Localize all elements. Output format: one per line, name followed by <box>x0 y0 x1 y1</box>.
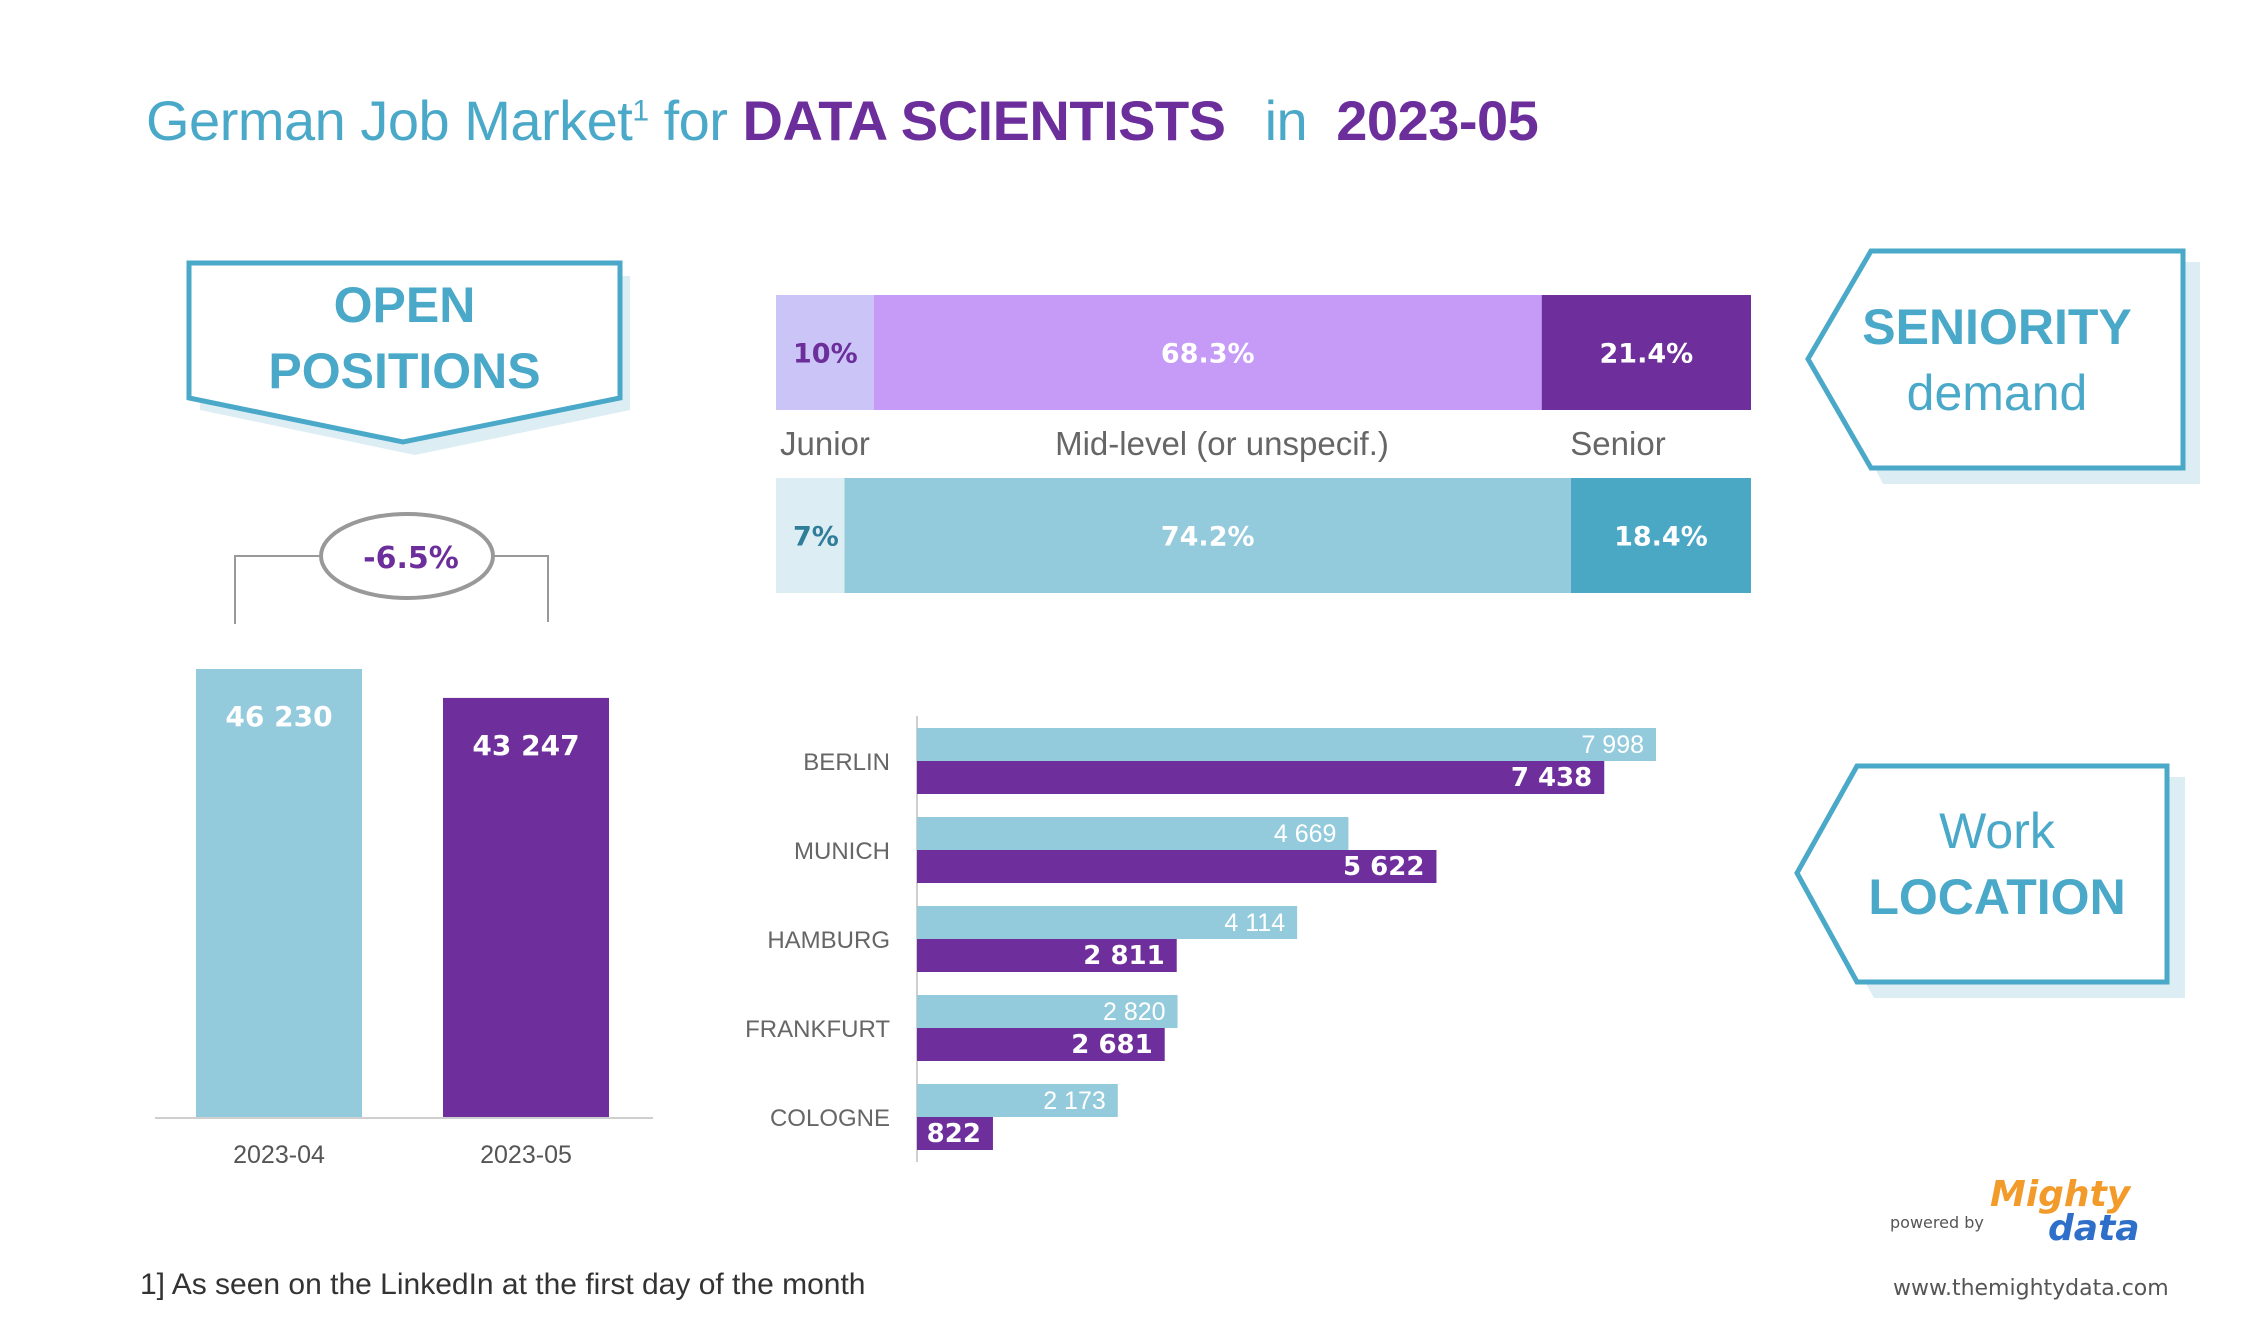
seniority-segment-0-1 <box>873 295 1542 410</box>
seniority-shape <box>1805 248 2186 471</box>
location-value-label: 4 669 <box>1274 820 1337 848</box>
location-bar-0 <box>917 995 1178 1028</box>
location-value-label: 7 998 <box>1581 731 1644 759</box>
title-connector: for <box>663 89 728 152</box>
page-title: German Job Market1 for DATA SCIENTISTS i… <box>146 88 1539 153</box>
location-city-label: HAMBURG <box>767 927 890 954</box>
location-line2: LOCATION <box>1868 869 2126 925</box>
location-value-label: 5 622 <box>1343 852 1424 882</box>
seniority-category-label: Senior <box>1570 425 1665 462</box>
seniority-category-label: Junior <box>780 425 870 462</box>
title-prefix: German Job Market <box>146 89 633 152</box>
footnote: 1] As seen on the LinkedIn at the first … <box>140 1268 866 1301</box>
seniority-callout: SENIORITY demand <box>1838 294 2156 426</box>
location-city-label: FRANKFURT <box>745 1016 890 1043</box>
location-value-label: 2 820 <box>1103 998 1166 1026</box>
seniority-segment-1-0 <box>776 478 845 593</box>
open-positions-line1: OPEN <box>333 277 476 333</box>
location-bar-0 <box>917 1084 1118 1117</box>
location-value-label: 822 <box>927 1119 981 1149</box>
open-positions-callout: OPEN POSITIONS <box>189 272 620 404</box>
seniority-segment-label: 10% <box>793 339 858 370</box>
logo-bottom: data <box>2048 1208 2140 1249</box>
location-shape <box>1794 763 2170 985</box>
location-bar-0 <box>917 817 1349 850</box>
location-bar-1 <box>917 1028 1165 1061</box>
logo-top: Mighty <box>1990 1174 2131 1215</box>
location-value-label: 4 114 <box>1224 909 1285 937</box>
positions-value-label: 46 230 <box>225 700 332 733</box>
seniority-segment-0-0 <box>776 295 874 410</box>
location-bar-0 <box>917 906 1298 939</box>
change-bracket-right <box>488 555 549 622</box>
powered-by-text: powered by <box>1890 1213 1984 1232</box>
location-value-label: 2 173 <box>1043 1087 1106 1115</box>
title-month: 2023-05 <box>1336 89 1539 152</box>
location-city-label: MUNICH <box>794 838 890 865</box>
open-positions-line2: POSITIONS <box>268 343 541 399</box>
seniority-segment-1-2 <box>1570 478 1751 593</box>
location-bar-0 <box>917 728 1656 761</box>
change-badge-text: -6.5% <box>363 541 459 576</box>
seniority-segment-label: 74.2% <box>1161 522 1255 553</box>
seniority-category-label: Mid-level (or unspecif.) <box>1055 425 1389 462</box>
location-bar-1 <box>917 1117 993 1150</box>
location-bar-1 <box>917 761 1605 794</box>
seniority-line1: SENIORITY <box>1862 299 2132 355</box>
positions-bar-2023-05 <box>443 697 609 1117</box>
positions-category-label: 2023-05 <box>480 1141 572 1169</box>
seniority-segment-label: 21.4% <box>1600 339 1694 370</box>
location-value-label: 2 681 <box>1071 1030 1152 1060</box>
seniority-segment-label: 68.3% <box>1161 339 1255 370</box>
location-city-label: BERLIN <box>803 749 890 776</box>
website-link[interactable]: www.themightydata.com <box>1893 1276 2169 1301</box>
positions-category-label: 2023-04 <box>233 1141 325 1169</box>
seniority-segment-1-1 <box>844 478 1571 593</box>
open-positions-shape <box>186 260 623 445</box>
seniority-segment-0-2 <box>1541 295 1751 410</box>
change-badge-ellipse <box>319 512 495 600</box>
location-city-label: COLOGNE <box>770 1105 890 1132</box>
location-callout: Work LOCATION <box>1838 798 2156 930</box>
positions-bar-2023-04 <box>196 669 362 1117</box>
location-bar-1 <box>917 939 1177 972</box>
location-value-label: 2 811 <box>1083 941 1164 971</box>
seniority-line2: demand <box>1906 365 2088 421</box>
location-value-label: 7 438 <box>1511 763 1592 793</box>
title-in: in <box>1264 89 1308 152</box>
title-subject: DATA SCIENTISTS <box>742 89 1227 152</box>
location-line1: Work <box>1939 803 2055 859</box>
change-bracket-left <box>234 555 323 624</box>
title-footnote-mark: 1 <box>632 94 649 128</box>
mighty-data-logo: Mighty data <box>1990 1177 2140 1249</box>
seniority-segment-label: 18.4% <box>1614 522 1708 553</box>
positions-value-label: 43 247 <box>472 729 579 762</box>
location-bar-1 <box>917 850 1437 883</box>
seniority-segment-label: 7% <box>793 522 839 553</box>
